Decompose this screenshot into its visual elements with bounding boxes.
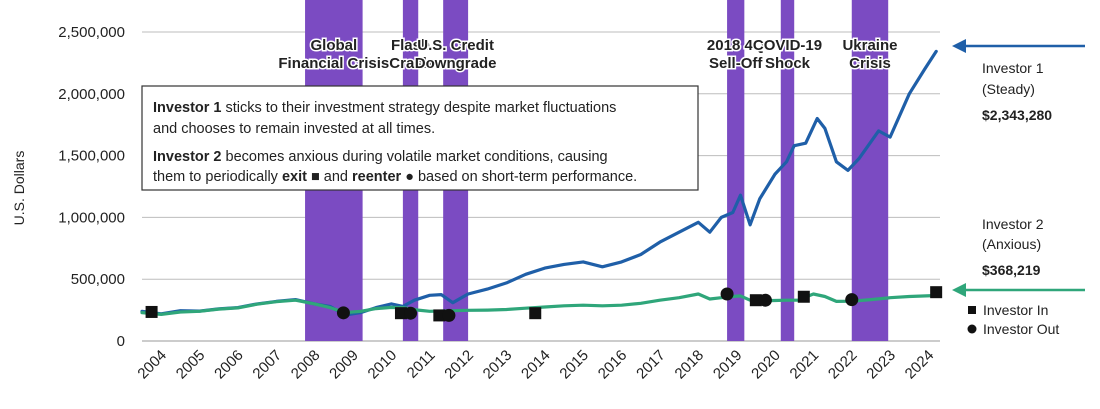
annotation-line-2: and chooses to remain invested at all ti…: [153, 121, 435, 137]
x-tick-label: 2013: [480, 347, 516, 383]
x-axis-ticks: 2004 2005 2006 2007 2008 2009 2010 2011 2012 2013…: [134, 347, 937, 383]
x-tick-label: 2010: [365, 347, 401, 383]
annotation-frame: [141, 85, 699, 191]
investor-out-marker: [845, 293, 859, 307]
y-tick-label: 0: [117, 333, 125, 350]
annotation-line-4: them to periodically exit ■ and reenter …: [153, 169, 637, 185]
x-tick-label: 2004: [134, 347, 170, 383]
investor-in-marker: [145, 305, 158, 318]
event-band: [780, 0, 795, 341]
investor-in-marker: [797, 290, 810, 303]
investor-out-marker: [404, 306, 418, 320]
x-tick-label: 2014: [518, 347, 554, 383]
y-axis-ticks: 0 500,000 1,000,000 1,500,000 2,000,000 2,500…: [58, 24, 125, 350]
investor2-name: Investor 2: [982, 216, 1044, 232]
investor2-value: $368,219: [982, 262, 1041, 278]
investor-out-marker: [336, 306, 350, 320]
investor-in-marker: [930, 286, 943, 299]
x-tick-label: 2019: [710, 347, 746, 383]
y-tick-label: 1,500,000: [58, 148, 125, 165]
event-label: Global: [310, 37, 357, 54]
legend-out-label: Investor Out: [983, 321, 1059, 337]
legend-in-label: Investor In: [983, 302, 1048, 318]
investor-out-marker: [758, 293, 772, 307]
x-tick-label: 2008: [288, 347, 324, 383]
investor1-label: Investor 1 (Steady) $2,343,280: [952, 39, 1085, 123]
event-label: Downgrade: [415, 55, 497, 72]
investor-out-marker: [720, 287, 734, 301]
investor1-type: (Steady): [982, 81, 1035, 97]
x-tick-label: 2007: [249, 347, 285, 383]
event-label: Sell-Off: [709, 55, 763, 72]
event-label: Shock: [765, 55, 811, 72]
legend-in-icon: [968, 306, 976, 314]
x-tick-label: 2024: [902, 347, 938, 383]
investor-in-marker: [529, 307, 542, 320]
x-tick-label: 2023: [863, 347, 899, 383]
event-label: Flash: [391, 37, 430, 54]
annotation-line-3: Investor 2 becomes anxious during volati…: [153, 149, 608, 165]
y-axis-label: U.S. Dollars: [11, 151, 27, 226]
investor-in-marker: [749, 294, 762, 307]
investor1-value: $2,343,280: [982, 107, 1052, 123]
event-label: Financial Crisis: [278, 55, 389, 72]
event-label: COVID-19: [753, 37, 822, 54]
x-tick-label: 2015: [556, 347, 592, 383]
x-tick-label: 2012: [441, 347, 477, 383]
x-tick-label: 2017: [633, 347, 669, 383]
event-label: U.S. Credit: [417, 37, 494, 54]
investor2-label: Investor 2 (Anxious) $368,219: [952, 216, 1085, 297]
investor-in-marker: [394, 307, 407, 320]
legend-out-icon: [967, 324, 977, 334]
x-tick-label: 2021: [787, 347, 823, 383]
investor-markers: [145, 286, 943, 322]
annotation-box: Investor 1 sticks to their investment st…: [141, 85, 699, 191]
y-tick-label: 1,000,000: [58, 209, 125, 226]
investor-in-marker: [433, 309, 446, 322]
x-tick-label: 2016: [595, 347, 631, 383]
investor2-type: (Anxious): [982, 236, 1041, 252]
y-tick-label: 2,500,000: [58, 24, 125, 41]
event-band: [851, 0, 889, 341]
x-tick-label: 2011: [404, 347, 439, 382]
event-label: Ukraine: [842, 37, 897, 54]
event-label: Crash: [389, 55, 432, 72]
x-tick-label: 2022: [825, 347, 861, 383]
x-tick-label: 2009: [326, 347, 362, 383]
x-tick-label: 2006: [211, 347, 247, 383]
x-tick-label: 2020: [748, 347, 784, 383]
x-tick-label: 2018: [672, 347, 708, 383]
event-label: Crisis: [849, 55, 891, 72]
investor1-name: Investor 1: [982, 60, 1044, 76]
y-tick-label: 500,000: [71, 271, 125, 288]
annotation-line-1: Investor 1 sticks to their investment st…: [153, 100, 616, 116]
x-tick-label: 2005: [173, 347, 209, 383]
event-band: [727, 0, 745, 341]
investor-out-marker: [442, 308, 456, 322]
legend: Investor In Investor Out: [967, 302, 1059, 337]
investor2-arrowhead: [952, 283, 966, 297]
y-tick-label: 2,000,000: [58, 86, 125, 103]
event-label: 2018 4Q: [707, 37, 765, 54]
investor1-arrowhead: [952, 39, 966, 53]
